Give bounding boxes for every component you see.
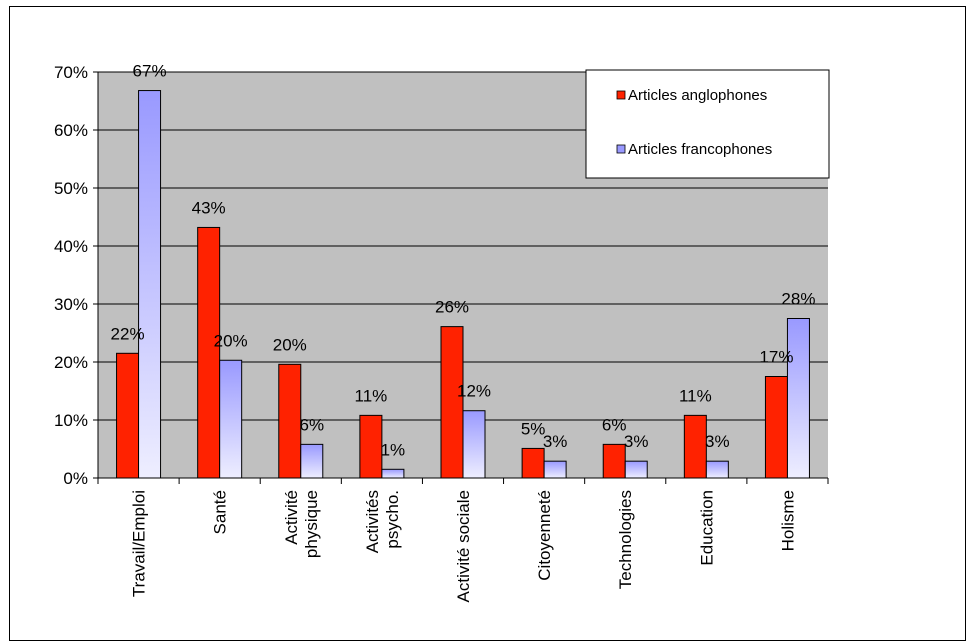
category-label: Travail/Emploi	[130, 490, 149, 597]
bar-francophones	[462, 410, 486, 479]
data-label: 22%	[111, 324, 145, 343]
bar-anglophones	[116, 352, 140, 479]
legend-label-francophones: Articles francophones	[628, 141, 772, 158]
bar-francophones	[381, 468, 405, 479]
y-tick-label: 60%	[54, 121, 88, 140]
category-label-line: psycho.	[383, 490, 402, 549]
bar-anglophones	[683, 414, 707, 479]
data-labels: 22%67%43%20% 20%6%11%1%26%12%5%3%6%3%11%3…	[111, 62, 816, 460]
y-tick-label: 20%	[54, 353, 88, 372]
bar-francophones	[624, 460, 648, 479]
category-label: Education	[697, 490, 716, 566]
data-label: 26%	[435, 298, 469, 317]
data-label: 3%	[705, 432, 730, 451]
category-label-line: Activités	[363, 490, 382, 553]
data-label: 17%	[759, 348, 793, 367]
data-label: 20%	[214, 331, 248, 350]
data-label: 5%	[521, 419, 546, 438]
data-label: 67%	[133, 62, 167, 81]
data-label: 20%	[273, 335, 307, 354]
legend-box	[585, 69, 830, 179]
category-label: Activitéspsycho.	[363, 490, 402, 553]
bars	[116, 90, 810, 479]
axes: 0% 10% 20% 30% 40% 50% 60% 70%	[54, 63, 829, 488]
bar-francophones	[543, 460, 567, 479]
category-label: Activitéphysique	[282, 490, 321, 558]
bar-anglophones	[278, 363, 302, 479]
y-tick-label: 10%	[54, 411, 88, 430]
y-tick-label: 40%	[54, 237, 88, 256]
y-tick-label: 70%	[54, 63, 88, 82]
category-label: Technologies	[616, 490, 635, 589]
bar-francophones	[219, 359, 243, 479]
category-label-line: Holisme	[778, 490, 797, 551]
legend-swatch-anglophones	[616, 90, 626, 100]
legend-label-anglophones: Articles anglophones	[628, 87, 767, 104]
data-label: 1%	[381, 440, 406, 459]
bar-anglophones	[440, 326, 464, 479]
category-label-line: Travail/Emploi	[130, 490, 149, 597]
y-tick-label: 30%	[54, 295, 88, 314]
data-label: 3%	[624, 432, 649, 451]
category-label: Citoyenneté	[535, 490, 554, 581]
legend: Articles anglophones Articles francophon…	[585, 69, 830, 179]
data-label: 43%	[192, 198, 226, 217]
category-label: Santé	[211, 490, 230, 534]
category-label-line: Activité sociale	[454, 490, 473, 602]
category-label-line: Citoyenneté	[535, 490, 554, 581]
data-label: 12%	[457, 382, 491, 401]
y-tick-label: 50%	[54, 179, 88, 198]
category-labels: Travail/Emploi Santé Activitéphysique Activ…	[130, 490, 798, 602]
data-label: 6%	[602, 415, 627, 434]
bar-anglophones	[197, 226, 221, 479]
data-label: 3%	[543, 432, 568, 451]
category-label-line: Education	[697, 490, 716, 566]
category-label-line: Activité	[282, 490, 301, 545]
category-label-line: Santé	[211, 490, 230, 534]
bar-anglophones	[359, 414, 383, 479]
data-label: 6%	[299, 415, 324, 434]
data-label: 28%	[781, 290, 815, 309]
bar-francophones	[705, 460, 729, 479]
y-tick-label: 0%	[63, 469, 88, 488]
data-label: 11%	[355, 386, 388, 405]
legend-swatch-francophones	[616, 144, 626, 154]
bar-anglophones	[602, 443, 626, 479]
bar-anglophones	[521, 447, 545, 479]
category-label: Holisme	[778, 490, 797, 551]
bar-francophones	[138, 90, 162, 479]
data-label: 11%	[679, 386, 712, 405]
category-label-line: physique	[302, 490, 321, 558]
bar-francophones	[786, 318, 810, 479]
category-label: Activité sociale	[454, 490, 473, 602]
bar-francophones	[300, 443, 324, 479]
bar-anglophones	[764, 376, 788, 479]
category-label-line: Technologies	[616, 490, 635, 589]
